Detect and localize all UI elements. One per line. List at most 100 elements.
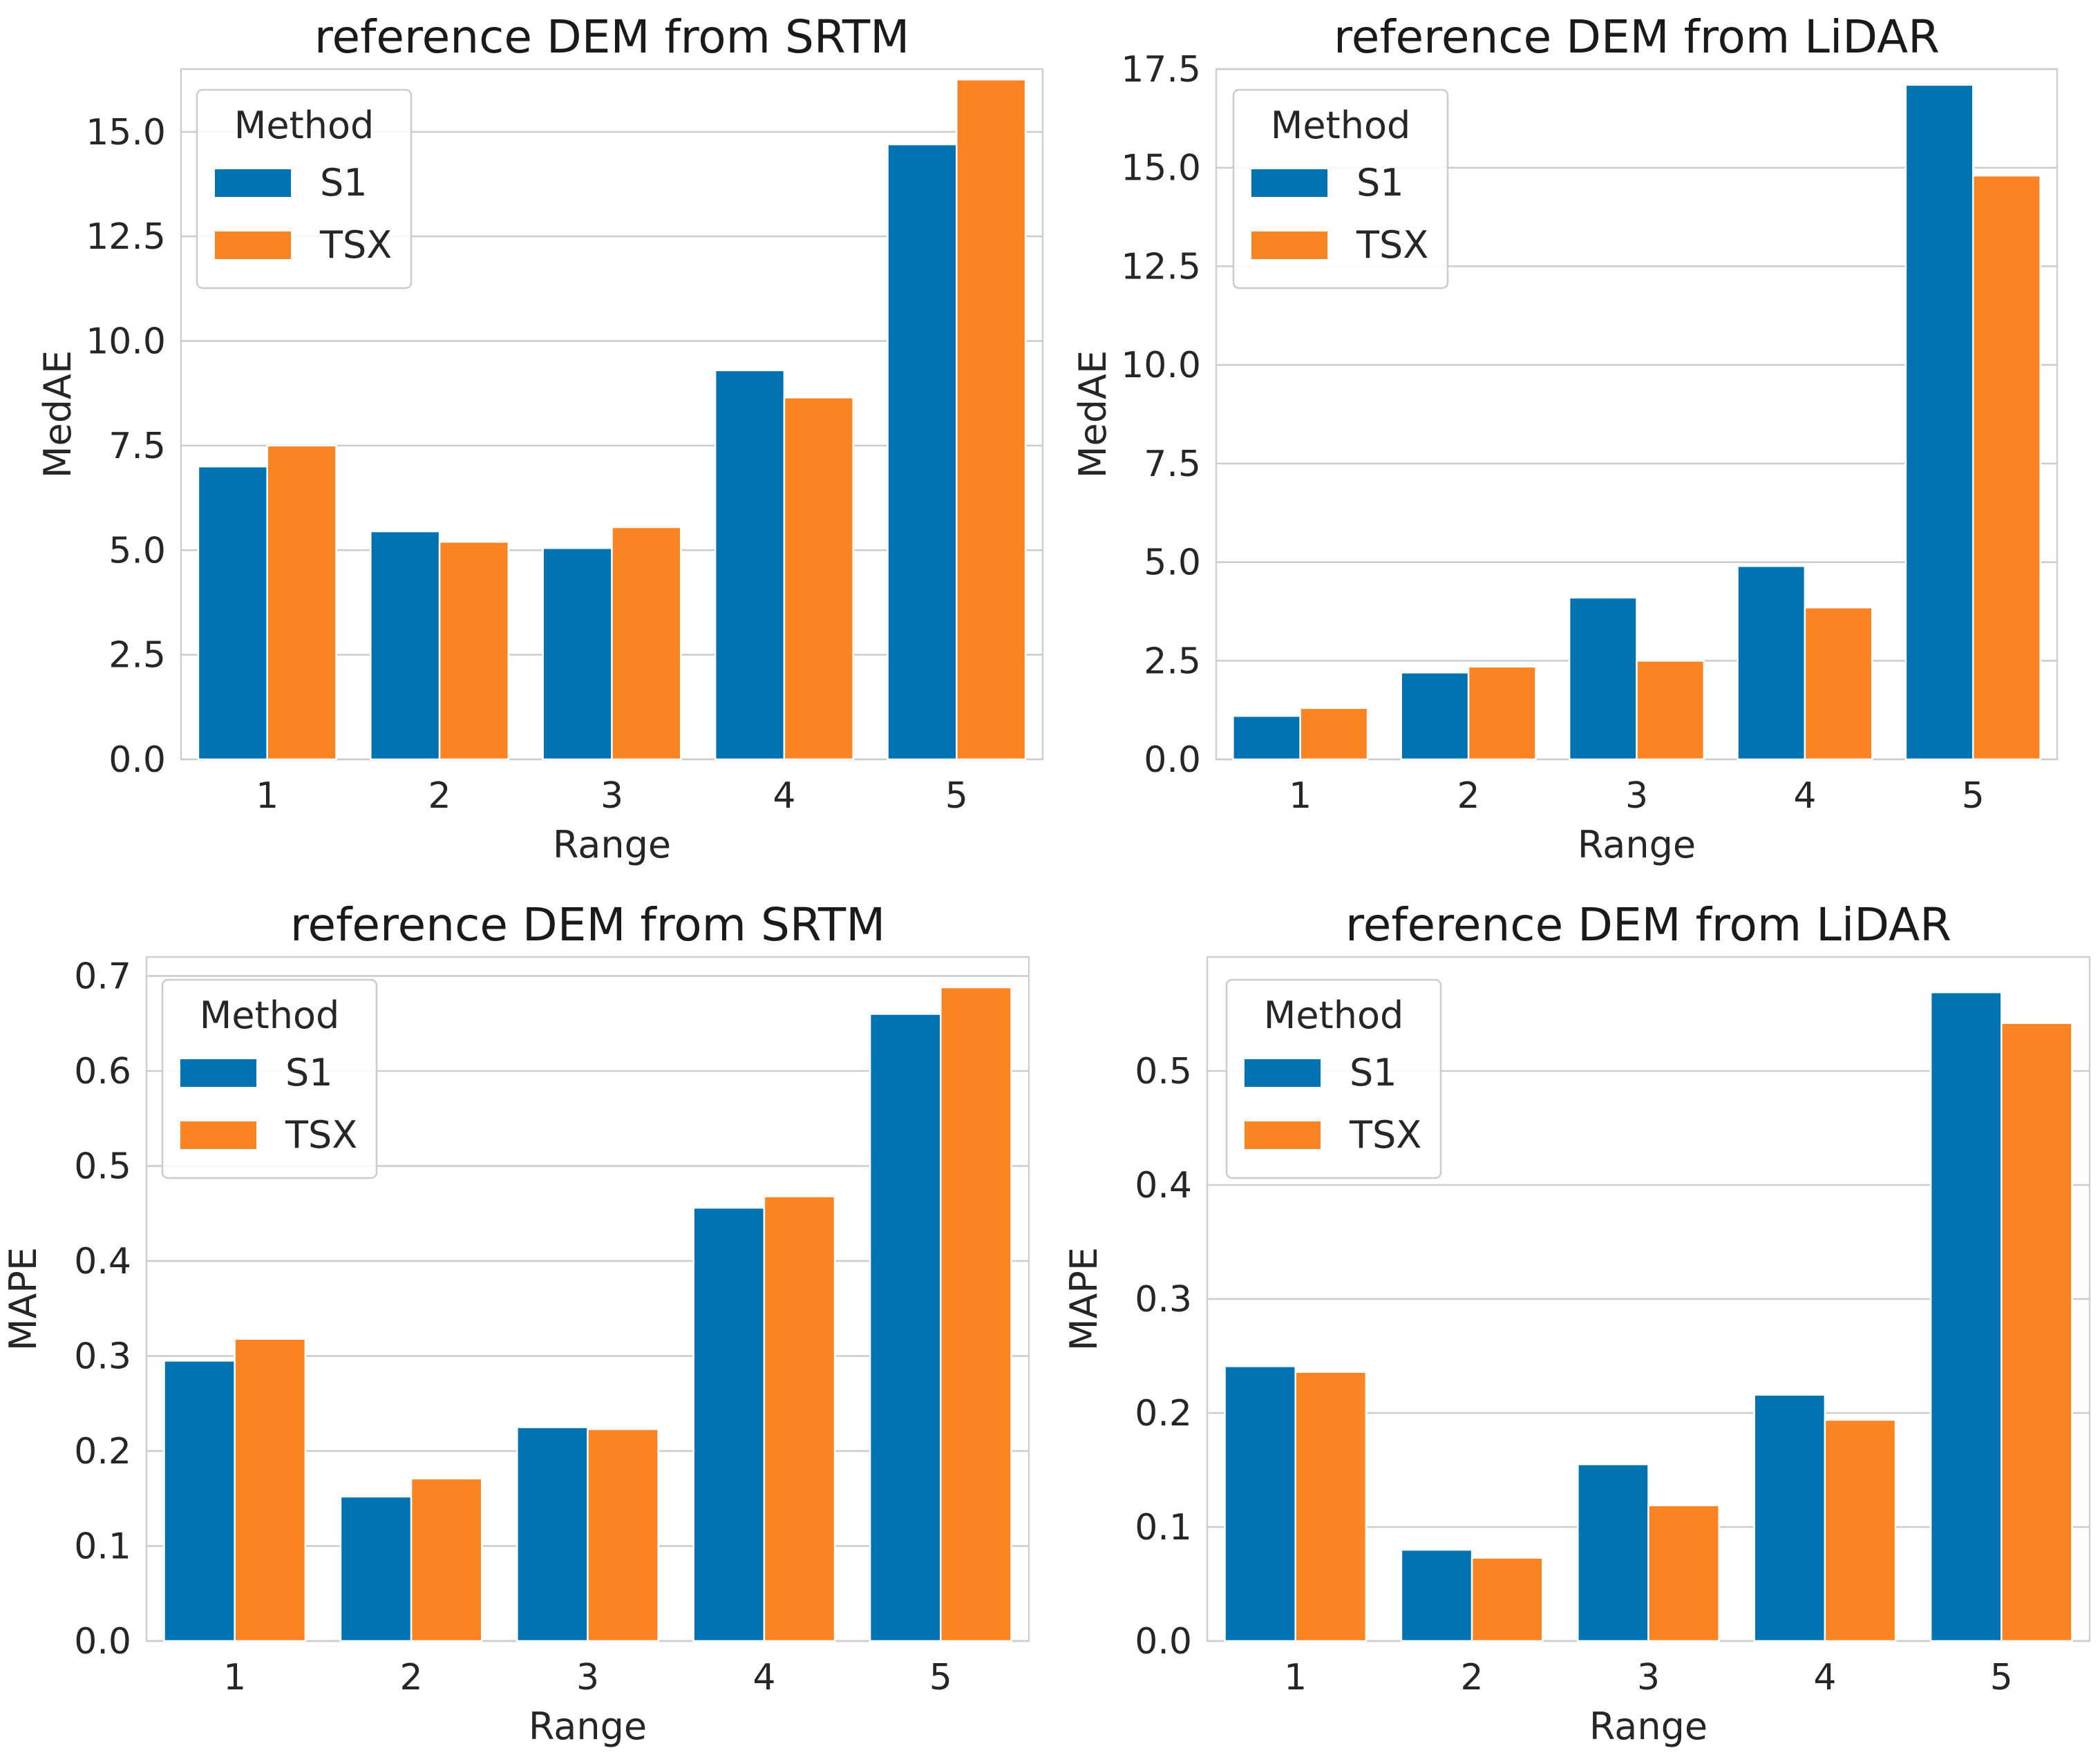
y-tick-label: 12.5 xyxy=(86,216,166,258)
y-tick-label: 0.0 xyxy=(1135,1621,1192,1662)
legend-swatch-tsx xyxy=(1251,231,1327,259)
bar-s1-range-4 xyxy=(692,1206,766,1642)
y-tick-label: 15.0 xyxy=(86,112,166,153)
x-tick-label: 3 xyxy=(600,775,623,817)
y-tick-label: 0.3 xyxy=(74,1336,131,1378)
bar-s1-range-3 xyxy=(1568,596,1638,761)
bar-s1-range-5 xyxy=(869,1013,942,1642)
x-tick-label: 5 xyxy=(1962,775,1985,817)
y-tick-label: 10.0 xyxy=(86,321,166,363)
x-tick-label: 2 xyxy=(1457,775,1480,817)
bar-s1-range-2 xyxy=(339,1495,413,1642)
y-tick-label: 0.0 xyxy=(74,1621,131,1662)
bar-s1-range-1 xyxy=(163,1360,236,1642)
legend: Method S1 TSX xyxy=(1225,978,1442,1179)
legend-label-tsx: TSX xyxy=(1349,1113,1421,1157)
bar-tsx-range-3 xyxy=(611,526,682,761)
x-tick-labels: 1 2 3 4 5 xyxy=(256,775,968,817)
y-tick-labels: 0.0 0.1 0.2 0.3 0.4 0.5 xyxy=(1135,1051,1192,1662)
bar-s1-range-3 xyxy=(542,547,613,761)
x-axis-label: Range xyxy=(529,1705,647,1748)
bar-s1-range-2 xyxy=(1400,672,1470,761)
bar-s1-range-5 xyxy=(887,143,958,761)
y-tick-label: 2.5 xyxy=(1144,641,1201,682)
y-tick-label: 17.5 xyxy=(1121,49,1201,91)
chart-medae-srtm: 0.0 2.5 5.0 7.5 10.0 12.5 15.0 1 2 3 4 5 reference… xyxy=(36,10,1044,866)
bar-s1-range-5 xyxy=(1929,991,2003,1642)
legend-label-tsx: TSX xyxy=(319,223,392,267)
x-axis-label: Range xyxy=(1578,823,1696,866)
bar-s1-range-5 xyxy=(1904,84,1974,761)
legend-swatch-s1 xyxy=(180,1059,256,1087)
y-axis-label: MAPE xyxy=(1062,1247,1106,1351)
bar-tsx-range-1 xyxy=(266,444,337,761)
x-tick-label: 5 xyxy=(945,775,968,817)
bar-tsx-range-2 xyxy=(1467,665,1537,761)
x-tick-label: 1 xyxy=(1289,775,1312,817)
x-tick-label: 2 xyxy=(400,1657,423,1698)
bar-s1-range-3 xyxy=(516,1426,589,1642)
y-tick-label: 0.6 xyxy=(74,1051,131,1092)
bar-s1-range-3 xyxy=(1577,1463,1649,1642)
bar-s1-range-2 xyxy=(1400,1548,1473,1642)
y-tick-label: 10.0 xyxy=(1121,345,1201,386)
legend-label-tsx: TSX xyxy=(1356,223,1428,267)
y-tick-label: 0.2 xyxy=(1135,1393,1192,1434)
legend-swatch-tsx xyxy=(180,1121,256,1149)
chart-title: reference DEM from LiDAR xyxy=(1345,898,1951,951)
chart-mape-srtm: 0.0 0.1 0.2 0.3 0.4 0.5 0.6 0.7 1 2 3 4 5 reference… xyxy=(1,898,1030,1748)
x-tick-label: 5 xyxy=(929,1657,952,1698)
y-axis-label: MedAE xyxy=(36,350,79,478)
x-tick-label: 1 xyxy=(1284,1657,1307,1698)
chart-title: reference DEM from SRTM xyxy=(314,10,909,64)
x-tick-labels: 1 2 3 4 5 xyxy=(1284,1657,2013,1698)
bars xyxy=(1224,991,2073,1642)
x-tick-label: 5 xyxy=(1990,1657,2013,1698)
bar-tsx-range-2 xyxy=(438,540,510,761)
legend-swatch-s1 xyxy=(215,169,291,197)
y-tick-label: 0.1 xyxy=(1135,1507,1192,1548)
legend-swatch-tsx xyxy=(215,231,291,259)
x-tick-label: 4 xyxy=(753,1657,775,1698)
y-tick-labels: 0.0 2.5 5.0 7.5 10.0 12.5 15.0 xyxy=(86,112,166,781)
x-tick-label: 4 xyxy=(773,775,795,817)
legend-label-tsx: TSX xyxy=(285,1113,357,1157)
bar-tsx-range-3 xyxy=(1647,1504,1720,1642)
x-axis-label: Range xyxy=(1589,1705,1708,1748)
y-tick-label: 5.0 xyxy=(108,530,166,571)
y-tick-label: 0.4 xyxy=(1135,1165,1192,1206)
legend-title: Method xyxy=(1271,104,1411,147)
bar-s1-range-4 xyxy=(1753,1394,1826,1642)
legend-title: Method xyxy=(234,104,375,147)
legend: Method S1 TSX xyxy=(196,88,413,290)
bar-tsx-range-1 xyxy=(1294,1371,1368,1642)
bar-tsx-range-1 xyxy=(234,1338,307,1642)
y-tick-label: 7.5 xyxy=(1144,444,1201,485)
bar-tsx-range-3 xyxy=(587,1428,659,1642)
x-tick-label: 3 xyxy=(1637,1657,1660,1698)
y-tick-label: 0.1 xyxy=(74,1526,131,1568)
bar-s1-range-4 xyxy=(1737,565,1806,761)
y-tick-label: 0.5 xyxy=(1135,1051,1192,1092)
y-tick-label: 12.5 xyxy=(1121,246,1201,287)
y-tick-label: 0.0 xyxy=(1144,739,1201,781)
x-tick-labels: 1 2 3 4 5 xyxy=(1289,775,1985,817)
legend-swatch-s1 xyxy=(1245,1059,1321,1087)
y-tick-labels: 0.0 0.1 0.2 0.3 0.4 0.5 0.6 0.7 xyxy=(74,956,131,1663)
legend-title: Method xyxy=(1264,994,1404,1037)
bar-tsx-range-4 xyxy=(1804,606,1873,761)
y-tick-label: 0.5 xyxy=(74,1146,131,1188)
y-tick-label: 5.0 xyxy=(1144,542,1201,584)
x-tick-label: 4 xyxy=(1813,1657,1836,1698)
x-tick-label: 1 xyxy=(256,775,278,817)
chart-medae-lidar: 0.0 2.5 5.0 7.5 10.0 12.5 15.0 17.5 1 2 3 4 5 refer… xyxy=(1071,10,2059,866)
bars xyxy=(163,986,1012,1642)
legend-label-s1: S1 xyxy=(1356,161,1404,205)
bar-tsx-range-4 xyxy=(783,397,854,761)
legend-label-s1: S1 xyxy=(320,161,368,205)
legend: Method S1 TSX xyxy=(1232,88,1449,290)
chart-title: reference DEM from LiDAR xyxy=(1334,10,1940,64)
x-tick-label: 4 xyxy=(1793,775,1816,817)
bar-s1-range-1 xyxy=(1232,714,1301,761)
